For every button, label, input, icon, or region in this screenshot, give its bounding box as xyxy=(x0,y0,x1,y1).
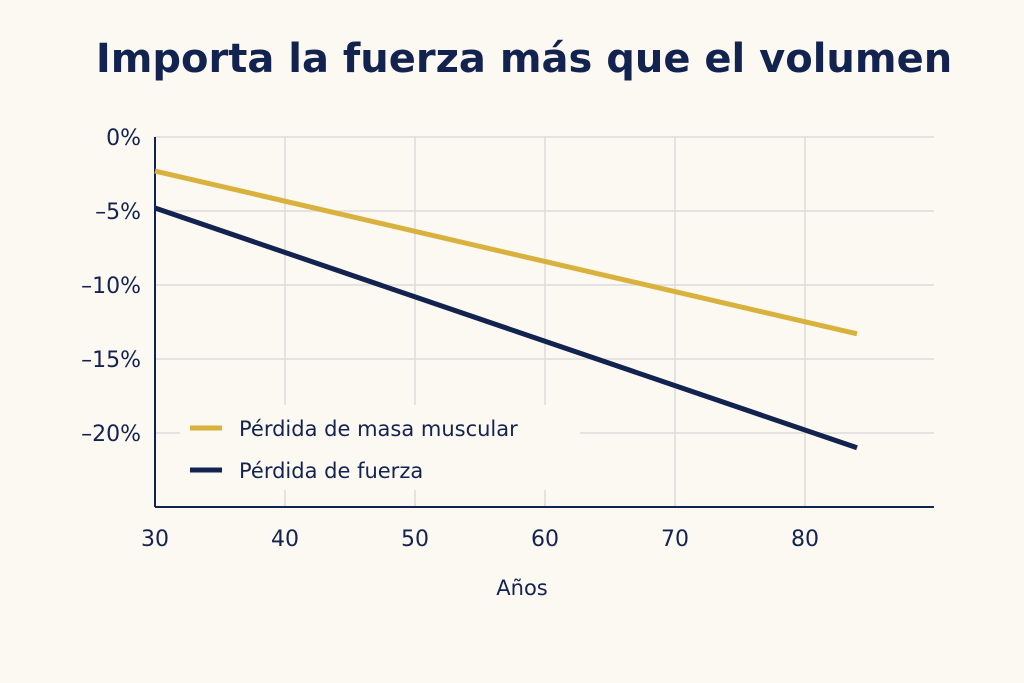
series-line-1 xyxy=(154,168,858,337)
x-tick-label: 70 xyxy=(661,527,689,552)
legend-background xyxy=(180,405,580,490)
chart-title: Importa la fuerza más que el volumen xyxy=(95,36,953,82)
y-tick-label: –10% xyxy=(81,274,141,299)
x-axis-label: Años xyxy=(496,576,547,600)
x-tick-label: 30 xyxy=(141,527,169,552)
legend-label: Pérdida de fuerza xyxy=(239,459,423,483)
series-line-2 xyxy=(154,205,858,451)
y-tick-label: –5% xyxy=(95,200,141,225)
y-tick-label: –15% xyxy=(81,348,141,373)
y-tick-label: –20% xyxy=(81,422,141,447)
x-tick-labels: 30 40 50 60 70 80 xyxy=(141,527,819,552)
axes xyxy=(154,137,934,508)
series-lines xyxy=(154,168,858,451)
legend: Pérdida de masa muscular Pérdida de fuerz… xyxy=(180,405,580,490)
y-tick-label: 0% xyxy=(106,126,141,151)
x-tick-label: 50 xyxy=(401,527,429,552)
x-tick-label: 60 xyxy=(531,527,559,552)
x-tick-label: 80 xyxy=(791,527,819,552)
legend-label: Pérdida de masa muscular xyxy=(239,417,518,441)
y-tick-labels: 0% –5% –10% –15% –20% xyxy=(81,126,141,447)
x-tick-label: 40 xyxy=(271,527,299,552)
